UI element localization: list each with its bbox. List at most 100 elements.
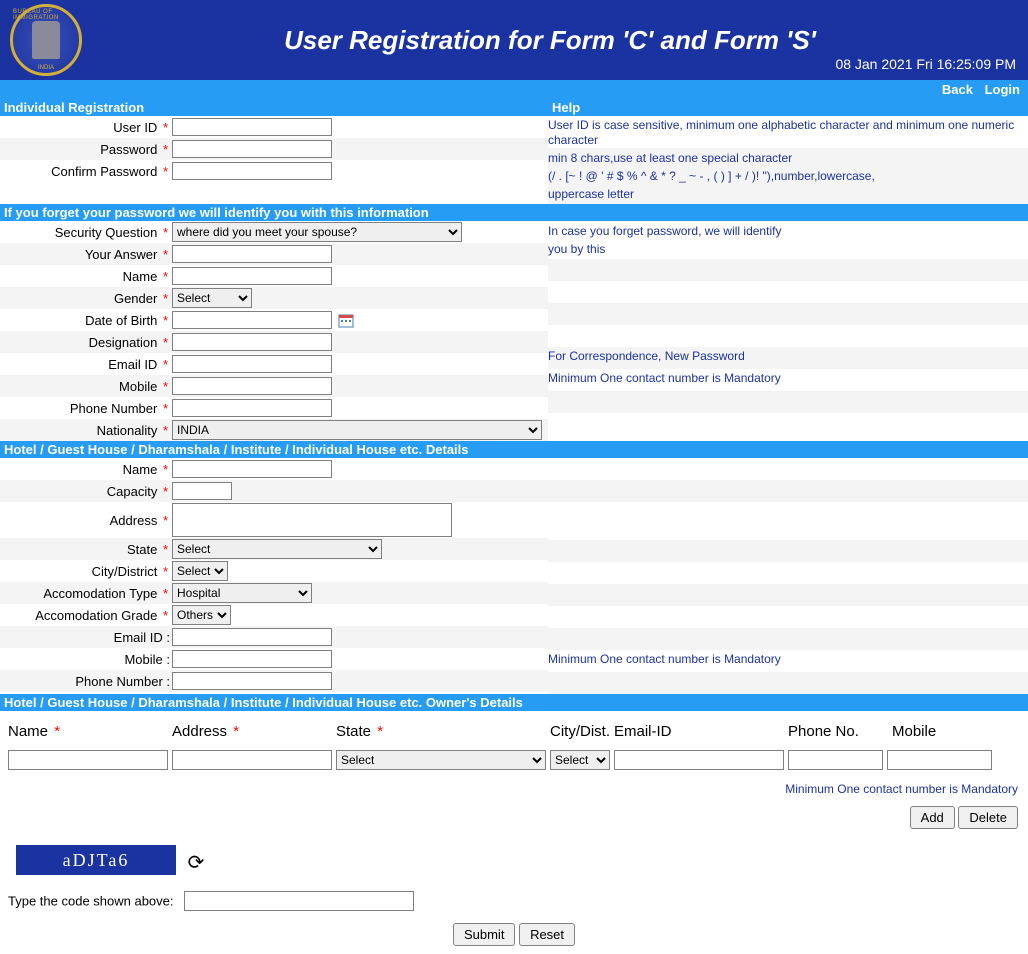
required-marker: *	[159, 586, 168, 601]
label-name: Name	[123, 269, 158, 284]
label-confirm-password: Confirm Password	[51, 164, 157, 179]
individual-registration-body: User ID * Password * Confirm Password * …	[0, 116, 1028, 204]
phone-input[interactable]	[172, 399, 332, 417]
hotel-mobile-input[interactable]	[172, 650, 332, 668]
hotel-name-input[interactable]	[172, 460, 332, 478]
required-marker: *	[159, 142, 168, 157]
required-marker: *	[159, 423, 168, 438]
help-email: For Correspondence, New Password	[548, 347, 745, 365]
section-header-owner: Hotel / Guest House / Dharamshala / Inst…	[0, 694, 1028, 711]
dob-input[interactable]	[172, 311, 332, 329]
required-marker: *	[159, 269, 168, 284]
help-security-l2: you by this	[548, 240, 1028, 258]
page-header: BUREAU OF IMMIGRATION INDIA User Registr…	[0, 0, 1028, 80]
label-hotel-name: Name	[123, 462, 158, 477]
required-marker: *	[159, 313, 168, 328]
label-hotel-phone: Phone Number :	[75, 674, 170, 689]
user-id-input[interactable]	[172, 118, 332, 136]
required-marker: *	[159, 513, 168, 528]
submit-button[interactable]: Submit	[453, 923, 515, 946]
required-marker: *	[233, 723, 239, 740]
required-marker: *	[377, 723, 383, 740]
label-mobile: Mobile	[119, 379, 157, 394]
label-security-question: Security Question	[55, 225, 158, 240]
owner-hdr-city: City/Dist.	[550, 723, 610, 740]
section-header-hotel: Hotel / Guest House / Dharamshala / Inst…	[0, 441, 1028, 458]
captcha-label: Type the code shown above:	[8, 894, 174, 909]
login-link[interactable]: Login	[985, 82, 1020, 97]
section-title-help: Help	[552, 100, 1024, 115]
label-accom-grade: Accomodation Grade	[35, 608, 157, 623]
label-gender: Gender	[114, 291, 157, 306]
label-state: State	[127, 542, 157, 557]
required-marker: *	[159, 164, 168, 179]
state-select[interactable]: Select	[172, 539, 382, 559]
required-marker: *	[159, 120, 168, 135]
owner-hdr-state: State	[336, 723, 371, 740]
security-question-select[interactable]: where did you meet your spouse?	[172, 222, 462, 242]
security-body: Security Question * where did you meet y…	[0, 221, 1028, 441]
your-answer-input[interactable]	[172, 245, 332, 263]
required-marker: *	[159, 225, 168, 240]
password-input[interactable]	[172, 140, 332, 158]
section-title-owner: Hotel / Guest House / Dharamshala / Inst…	[4, 695, 523, 710]
section-title-hotel: Hotel / Guest House / Dharamshala / Inst…	[4, 442, 469, 457]
required-marker: *	[159, 401, 168, 416]
reset-button[interactable]: Reset	[519, 923, 575, 946]
mobile-input[interactable]	[172, 377, 332, 395]
help-mobile: Minimum One contact number is Mandatory	[548, 369, 781, 387]
owner-note: Minimum One contact number is Mandatory	[0, 776, 1028, 802]
help-security-l1: In case you forget password, we will ide…	[548, 222, 1028, 240]
required-marker: *	[159, 335, 168, 350]
hotel-email-input[interactable]	[172, 628, 332, 646]
refresh-icon[interactable]: ⟳	[188, 850, 205, 875]
confirm-password-input[interactable]	[172, 162, 332, 180]
timestamp: 08 Jan 2021 Fri 16:25:09 PM	[835, 56, 1016, 72]
back-link[interactable]: Back	[942, 82, 973, 97]
capacity-input[interactable]	[172, 482, 232, 500]
section-header-forgot: If you forget your password we will iden…	[0, 204, 1028, 221]
address-input[interactable]	[172, 503, 452, 537]
designation-input[interactable]	[172, 333, 332, 351]
page-title: User Registration for Form 'C' and Form …	[82, 25, 1018, 56]
owner-city-select[interactable]: Select	[550, 750, 610, 770]
label-email-id: Email ID	[108, 357, 157, 372]
captcha-image: aDJTa6	[16, 845, 176, 875]
required-marker: *	[159, 484, 168, 499]
email-input[interactable]	[172, 355, 332, 373]
emblem-pillar-icon	[32, 21, 60, 59]
owner-address-input[interactable]	[172, 750, 332, 770]
owner-name-input[interactable]	[8, 750, 168, 770]
owner-hdr-mobile: Mobile	[892, 723, 936, 740]
owner-mobile-input[interactable]	[887, 750, 992, 770]
captcha-input[interactable]	[184, 891, 414, 911]
required-marker: *	[159, 608, 168, 623]
label-hotel-mobile: Mobile :	[124, 652, 170, 667]
hotel-phone-input[interactable]	[172, 672, 332, 690]
section-title-individual: Individual Registration	[4, 100, 552, 115]
emblem-text-top: BUREAU OF IMMIGRATION	[13, 9, 79, 21]
required-marker: *	[159, 291, 168, 306]
label-accom-type: Accomodation Type	[43, 586, 157, 601]
accom-type-select[interactable]: Hospital	[172, 583, 312, 603]
owner-state-select[interactable]: Select	[336, 750, 546, 770]
label-your-answer: Your Answer	[85, 247, 158, 262]
label-address: Address	[110, 513, 158, 528]
calendar-icon[interactable]	[338, 312, 354, 328]
nationality-select[interactable]: INDIA	[172, 420, 542, 440]
label-nationality: Nationality	[97, 423, 158, 438]
owner-phone-input[interactable]	[788, 750, 883, 770]
gender-select[interactable]: Select	[172, 288, 252, 308]
add-button[interactable]: Add	[910, 806, 955, 829]
owner-hdr-phone: Phone No.	[788, 723, 859, 740]
top-nav-bar: Back Login	[0, 80, 1028, 99]
name-input[interactable]	[172, 267, 332, 285]
owner-email-input[interactable]	[614, 750, 784, 770]
required-marker: *	[159, 379, 168, 394]
accom-grade-select[interactable]: Others	[172, 605, 231, 625]
city-select[interactable]: Select	[172, 561, 228, 581]
label-capacity: Capacity	[107, 484, 158, 499]
label-password: Password	[100, 142, 157, 157]
help-password-l1: min 8 chars,use at least one special cha…	[548, 149, 1028, 167]
delete-button[interactable]: Delete	[958, 806, 1018, 829]
